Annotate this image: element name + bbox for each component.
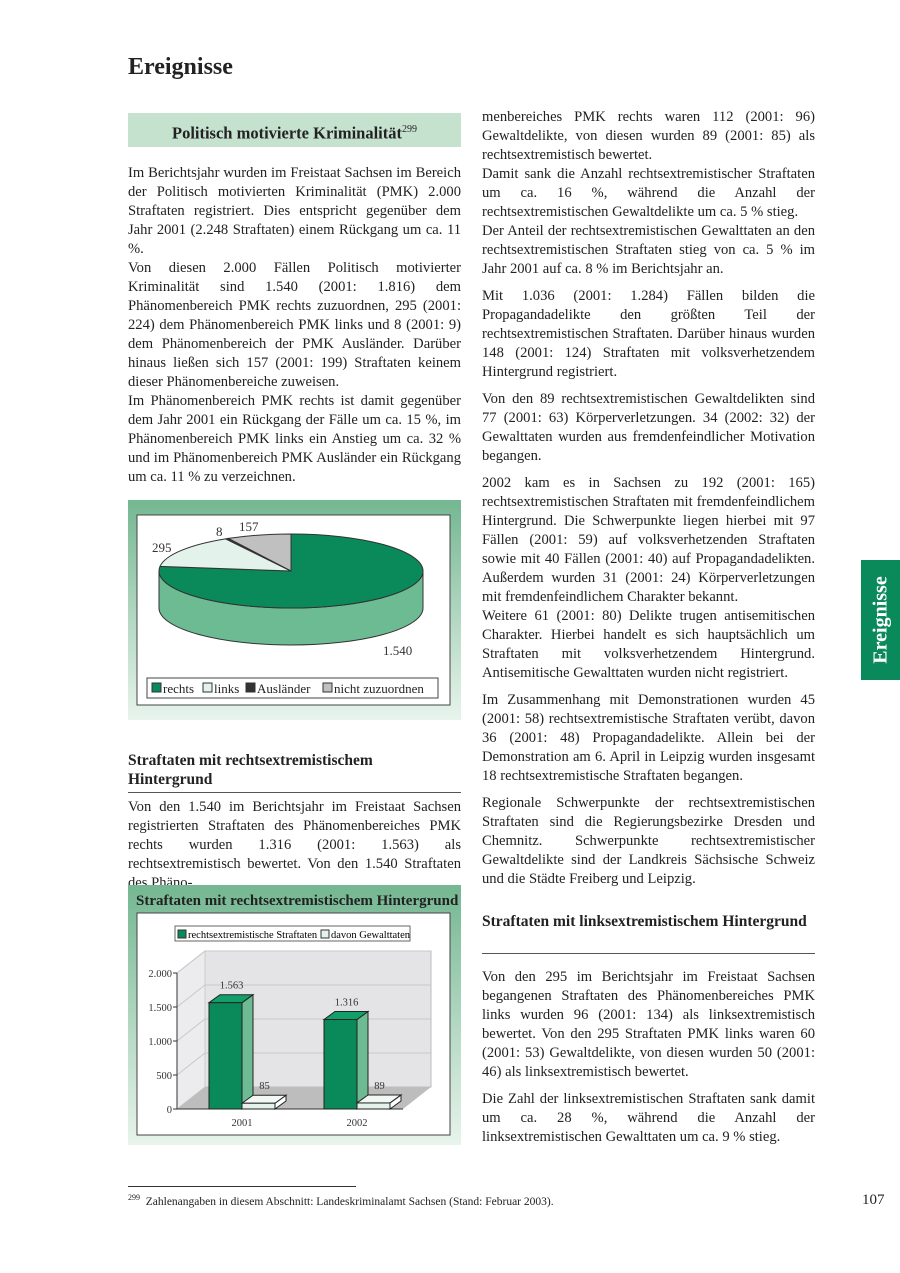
y-tick-label: 2.000 [148, 969, 172, 980]
pie-slice-nicht-zuzuordnen [226, 533, 292, 572]
bar-data-label: 1.563 [220, 981, 244, 992]
pie-chart: 1.540 295 8 157 rechts links Ausländer nicht zu… [136, 514, 451, 706]
paragraph: Im Berichtsjahr wurden im Freistaat Sach… [128, 165, 461, 257]
bar-chart-box: Straftaten mit rechtsextremistischem Hin… [128, 885, 461, 1145]
bar-data-label: 85 [259, 1081, 270, 1092]
legend-label: rechts [163, 681, 194, 696]
legend-swatch [151, 682, 162, 693]
paragraph: Mit 1.036 (2001: 1.284) Fällen bilden di… [482, 288, 815, 380]
legend-swatch [245, 682, 256, 693]
bar-chart: Straftaten mit rechtsextremistischem Hin… [136, 893, 459, 1136]
legend-swatch [202, 682, 213, 693]
bar-legend [174, 925, 411, 942]
paragraph: Die Zahl der linksextremistischen Straft… [482, 1091, 815, 1145]
bar-side [356, 1010, 369, 1110]
x-tick-label: 2001 [232, 1118, 253, 1129]
x-tick-label: 2002 [347, 1118, 368, 1129]
left-column-intro: Im Berichtsjahr wurden im Freistaat Sach… [128, 164, 461, 487]
bar-2002-gewalttaten [356, 1102, 391, 1110]
pie-data-label: 157 [239, 519, 259, 534]
paragraph: menbereiches PMK rechts waren 112 (2001:… [482, 109, 815, 163]
side-tab-label: Ereignisse [869, 576, 891, 664]
paragraph: Von den 89 rechtsextremistischen Gewaltd… [482, 391, 815, 464]
pie-legend [146, 677, 439, 699]
paragraph: Der Anteil der rechtsextremistischen Gew… [482, 223, 815, 277]
legend-label: davon Gewalttaten [331, 930, 411, 941]
footnote-number: 299 [128, 1193, 140, 1202]
legend-label: rechtsextremistische Straftaten [188, 930, 318, 941]
paragraph: Von diesen 2.000 Fällen Politisch motivi… [128, 260, 461, 390]
footnote: 299 Zahlenangaben in diesem Abschnitt: L… [128, 1193, 554, 1208]
paragraph: Damit sank die Anzahl rechtsextremistisc… [482, 166, 815, 220]
legend-swatch [177, 929, 187, 939]
y-tick-label: 0 [167, 1105, 172, 1116]
paragraph: Regionale Schwerpunkte der rechtsextremi… [482, 795, 815, 887]
page-heading: Ereignisse [128, 54, 233, 80]
paragraph: Von den 295 im Berichtsjahr im Freistaat… [482, 969, 815, 1080]
section-heading-box: Politisch motivierte Kriminalität299 [128, 113, 461, 147]
legend-swatch [322, 682, 333, 693]
legend-label: links [214, 681, 239, 696]
bar-2001-gewalttaten [241, 1102, 276, 1110]
paragraph: 2002 kam es in Sachsen zu 192 (2001: 165… [482, 475, 815, 605]
bar-2002-straftaten [323, 1019, 358, 1110]
subheading-rechts: Straftaten mit rechtsextremistischem Hin… [128, 752, 373, 788]
footnote-divider [128, 1186, 356, 1187]
y-tick-label: 1.000 [148, 1037, 172, 1048]
gridline [176, 950, 431, 974]
bar-2001-straftaten [208, 1002, 243, 1110]
footnote-text: Zahlenangaben in diesem Abschnitt: Lande… [145, 1195, 554, 1208]
section-heading-text: Politisch motivierte Kriminalität [171, 123, 403, 143]
divider [128, 792, 461, 793]
right-column-links: Von den 295 im Berichtsjahr im Freistaat… [482, 968, 815, 1155]
gridline [176, 984, 431, 1008]
y-tick-label: 1.500 [148, 1003, 172, 1014]
y-tick-label: 500 [156, 1071, 172, 1082]
pie-data-label: 1.540 [383, 643, 412, 658]
pie-slice-links [159, 538, 292, 572]
pie-data-label: 295 [152, 540, 172, 555]
page-number: 107 [862, 1192, 885, 1208]
paragraph: Weitere 61 (2001: 80) Delikte trugen ant… [482, 608, 815, 681]
legend-label: nicht zuzuordnen [334, 681, 424, 696]
paragraph: Im Zusammenhang mit Demonstrationen wurd… [482, 692, 815, 784]
legend-swatch [320, 929, 330, 939]
divider [482, 953, 815, 954]
paragraph: Von den 1.540 im Berichtsjahr im Freista… [128, 799, 461, 891]
legend-label: Ausländer [257, 681, 311, 696]
pie-chart-box: 1.540 295 8 157 rechts links Ausländer nicht zu… [128, 500, 461, 720]
bar-data-label: 1.316 [335, 998, 359, 1009]
bar-side [241, 993, 254, 1110]
right-column: menbereiches PMK rechts waren 112 (2001:… [482, 108, 815, 897]
paragraph: Im Phänomenbereich PMK rechts ist damit … [128, 393, 461, 485]
bar-chart-title: Straftaten mit rechtsextremistischem Hin… [136, 893, 459, 909]
left-column-rechts: Von den 1.540 im Berichtsjahr im Freista… [128, 798, 461, 901]
side-tab: Ereignisse [861, 560, 900, 680]
bar-data-label: 89 [374, 1081, 385, 1092]
footnote-ref: 299 [402, 124, 418, 135]
subheading-links: Straftaten mit linksextremistischem Hint… [482, 913, 807, 930]
pie-data-label: 8 [216, 524, 223, 539]
